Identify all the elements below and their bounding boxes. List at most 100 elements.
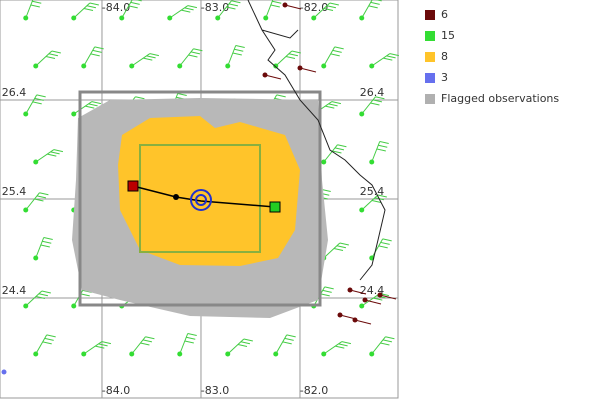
barb-flag xyxy=(285,55,296,59)
storm-track xyxy=(132,185,276,208)
track-point xyxy=(173,194,179,200)
barb-flag xyxy=(48,53,59,57)
station xyxy=(352,317,358,323)
station xyxy=(225,63,231,69)
barb-flag xyxy=(389,53,400,57)
lon-label: -82.0 xyxy=(300,384,328,397)
station xyxy=(321,159,327,165)
barb-flag xyxy=(336,245,347,249)
station xyxy=(377,292,383,298)
barb-shaft xyxy=(349,289,367,295)
barb-flag xyxy=(38,293,49,297)
barb-flag xyxy=(135,96,145,100)
barb-flag xyxy=(232,52,242,56)
barb-flag xyxy=(330,53,340,57)
station xyxy=(71,15,77,21)
storm-center-ring xyxy=(190,189,212,211)
barb-flag xyxy=(190,51,201,55)
barb-flag xyxy=(284,337,294,341)
barb-flag xyxy=(34,97,44,101)
station xyxy=(119,15,125,21)
barb-flag xyxy=(36,94,46,98)
barb-flag xyxy=(85,105,95,109)
barb-flag xyxy=(240,341,251,345)
barb-flag xyxy=(379,141,389,144)
storm-swath xyxy=(118,116,300,266)
inner-box xyxy=(139,144,261,253)
barb-flag xyxy=(376,148,386,152)
barb-flag xyxy=(89,2,99,6)
barb-flag xyxy=(375,96,385,100)
station xyxy=(262,72,268,78)
barb-flag xyxy=(80,293,90,297)
lat-label: 24.4 xyxy=(2,284,27,297)
barb-flag xyxy=(101,341,112,345)
barb-flag xyxy=(337,144,347,148)
barb-flag xyxy=(83,7,94,11)
station xyxy=(71,111,77,117)
barb-flag xyxy=(338,343,348,347)
lon-label: -84.0 xyxy=(102,384,130,397)
station xyxy=(71,303,77,309)
barb-flag xyxy=(282,341,292,345)
barb-flag xyxy=(276,94,286,98)
barb-flag xyxy=(322,289,332,293)
lon-label: -84.0 xyxy=(102,1,130,14)
barb-flag xyxy=(332,150,342,154)
barb-flag xyxy=(47,153,57,157)
station xyxy=(33,159,39,165)
station xyxy=(167,15,173,21)
barb-flag xyxy=(237,343,248,347)
barb-flag xyxy=(39,192,49,196)
barb-flag xyxy=(34,198,44,202)
barb-flag xyxy=(143,57,153,61)
barb-flag xyxy=(32,0,42,4)
barb-flag xyxy=(188,54,198,58)
barb-flag xyxy=(370,102,380,106)
barb-flag xyxy=(50,151,60,155)
barb-flag xyxy=(243,338,253,342)
storm-center-ring xyxy=(195,194,207,206)
barb-shaft xyxy=(284,4,302,10)
barb-flag xyxy=(187,5,198,9)
barb-flag xyxy=(140,342,150,346)
station xyxy=(33,63,39,69)
barb-flag xyxy=(86,5,97,9)
station xyxy=(177,351,183,357)
station xyxy=(359,15,365,21)
station xyxy=(359,207,365,213)
station xyxy=(23,207,29,213)
barb-flag xyxy=(383,57,393,61)
legend: 6 15 8 3 Flagged observations xyxy=(425,8,559,105)
barb-flag xyxy=(231,0,241,4)
station xyxy=(33,255,39,261)
barb-flag xyxy=(40,244,50,248)
station xyxy=(321,351,327,357)
barb-flag xyxy=(36,195,47,199)
barb-flag xyxy=(135,0,142,2)
station xyxy=(369,159,375,165)
barb-flag xyxy=(95,345,105,349)
lat-label: 25.4 xyxy=(2,185,27,198)
station xyxy=(273,63,279,69)
barb-flag xyxy=(370,1,380,5)
barb-flag xyxy=(128,5,138,9)
barb-flag xyxy=(88,103,98,107)
barb-flag xyxy=(181,9,191,13)
barb-shaft xyxy=(354,319,372,325)
barb-flag xyxy=(145,336,155,340)
barb-flag xyxy=(371,199,382,203)
barb-flag xyxy=(41,290,51,294)
barb-flag xyxy=(341,341,352,345)
barb-flag xyxy=(334,46,344,50)
legend-label: 6 xyxy=(441,8,448,21)
station xyxy=(359,303,365,309)
barb-flag xyxy=(288,53,299,57)
lon-label: -82.0 xyxy=(300,1,328,14)
station xyxy=(1,369,7,375)
barb-flag xyxy=(333,247,344,251)
barb-flag xyxy=(378,245,388,249)
lat-label: 26.4 xyxy=(2,86,27,99)
barb-flag xyxy=(380,241,390,245)
legend-swatch xyxy=(425,31,435,41)
